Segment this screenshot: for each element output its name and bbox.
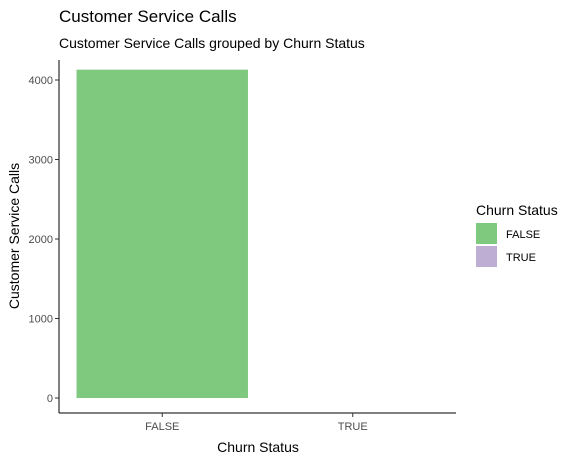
legend-entries: FALSE TRUE xyxy=(476,223,540,267)
legend-label-true: TRUE xyxy=(506,252,536,264)
legend-key-true xyxy=(476,246,497,267)
legend-title: Churn Status xyxy=(476,202,558,218)
chart-title: Customer Service Calls xyxy=(59,7,237,26)
y-axis-title: Customer Service Calls xyxy=(6,163,22,309)
legend-label-false: FALSE xyxy=(506,229,540,241)
y-tick-label-3000: 3000 xyxy=(29,155,53,167)
y-tick-label-0: 0 xyxy=(47,393,53,405)
legend: Churn Status FALSE TRUE xyxy=(476,202,558,267)
y-tick-label-4000: 4000 xyxy=(29,75,53,87)
legend-key-false xyxy=(476,223,497,244)
chart-subtitle: Customer Service Calls grouped by Churn … xyxy=(59,35,365,51)
bar-false xyxy=(76,69,248,398)
plot-area: 0 1000 2000 3000 4000 FALSE TRUE xyxy=(29,60,456,433)
bars xyxy=(76,69,248,398)
x-axis-title: Churn Status xyxy=(217,439,299,455)
x-tick-label-true: TRUE xyxy=(338,421,368,433)
y-tick-label-1000: 1000 xyxy=(29,314,53,326)
x-tick-label-false: FALSE xyxy=(145,421,179,433)
y-tick-label-2000: 2000 xyxy=(29,234,53,246)
y-axis-ticks: 0 1000 2000 3000 4000 xyxy=(29,75,59,405)
x-axis-ticks: FALSE TRUE xyxy=(145,413,368,433)
